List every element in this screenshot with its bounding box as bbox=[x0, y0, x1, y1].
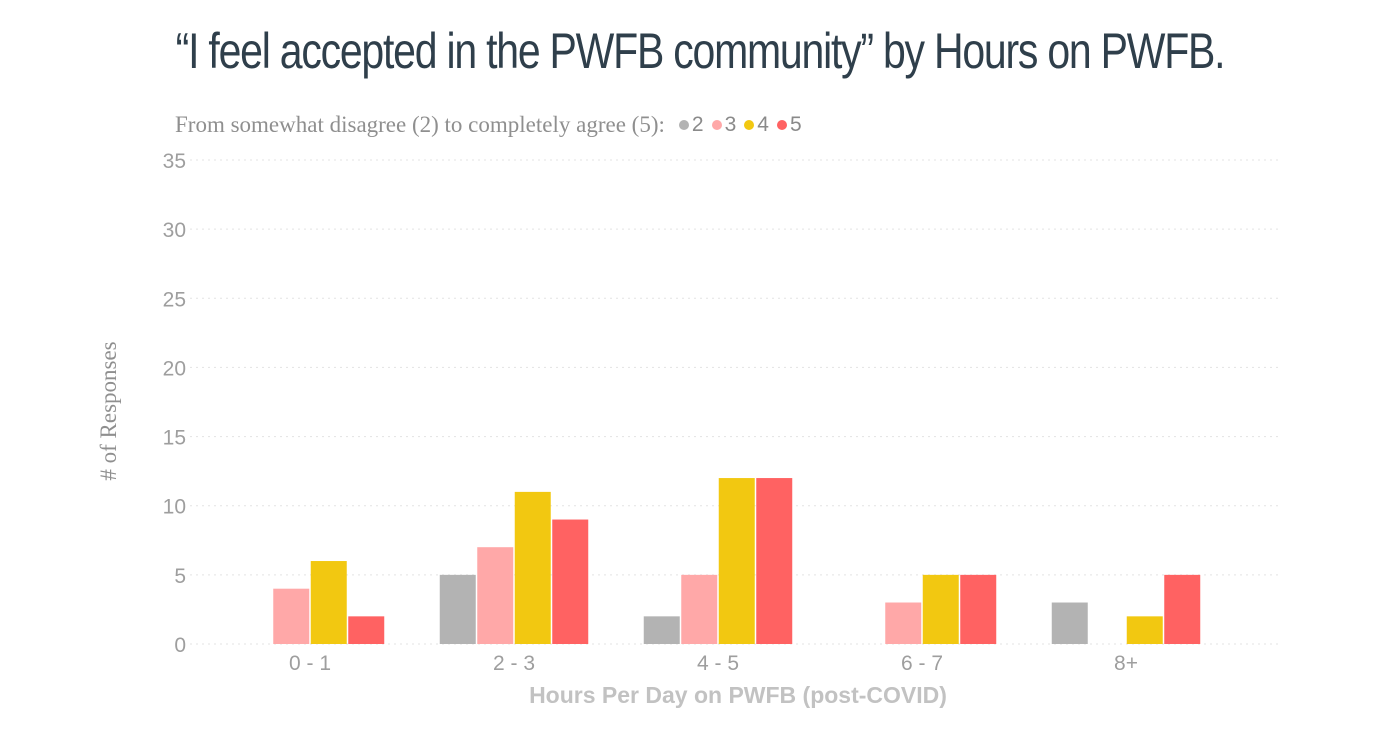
legend-item-5[interactable]: 5 bbox=[776, 113, 802, 137]
y-tick-label: 20 bbox=[163, 357, 186, 380]
y-axis-label: # of Responses bbox=[96, 341, 121, 480]
legend-dot-5 bbox=[776, 120, 787, 130]
y-axis-ticks: 0 5 10 15 20 25 30 35 bbox=[163, 150, 186, 657]
x-tick-label: 6 - 7 bbox=[901, 652, 943, 675]
bar-5-2[interactable] bbox=[756, 478, 793, 644]
y-tick-label: 10 bbox=[163, 496, 186, 519]
legend: From somewhat disagree (2) to completely… bbox=[175, 110, 810, 140]
x-axis-ticks: 0 - 1 2 - 3 4 - 5 6 - 7 8+ bbox=[289, 652, 1138, 675]
bar-2-2[interactable] bbox=[643, 616, 680, 644]
x-axis-label: Hours Per Day on PWFB (post-COVID) bbox=[529, 682, 947, 708]
x-tick-label: 8+ bbox=[1114, 652, 1138, 675]
bar-4-4[interactable] bbox=[1126, 616, 1163, 644]
legend-label-3: 3 bbox=[724, 113, 737, 136]
bar-3-1[interactable] bbox=[477, 547, 514, 644]
legend-item-4[interactable]: 4 bbox=[744, 113, 769, 137]
bar-3-2[interactable] bbox=[681, 574, 718, 644]
bar-4-0[interactable] bbox=[310, 561, 347, 644]
x-tick-label: 0 - 1 bbox=[289, 652, 331, 675]
bar-3-3[interactable] bbox=[885, 602, 922, 644]
legend-label-4: 4 bbox=[757, 113, 769, 136]
x-tick-label: 4 - 5 bbox=[697, 652, 739, 675]
legend-dot-4 bbox=[744, 120, 755, 130]
bar-4-1[interactable] bbox=[514, 491, 551, 644]
bar-2-4[interactable] bbox=[1051, 602, 1088, 644]
bar-3-0[interactable] bbox=[273, 588, 310, 644]
chart-title: “I feel accepted in the PWFB community” … bbox=[175, 23, 1226, 79]
legend-dot-2 bbox=[678, 120, 689, 130]
bars bbox=[273, 478, 1201, 644]
legend-item-2[interactable]: 2 bbox=[678, 113, 704, 137]
y-tick-label: 15 bbox=[163, 427, 186, 450]
bar-5-1[interactable] bbox=[552, 519, 589, 644]
bar-4-2[interactable] bbox=[718, 478, 755, 644]
y-tick-label: 5 bbox=[174, 565, 186, 588]
bar-5-4[interactable] bbox=[1164, 574, 1201, 644]
y-tick-label: 30 bbox=[163, 219, 186, 242]
legend-label-2: 2 bbox=[691, 113, 704, 136]
legend-intro: From somewhat disagree (2) to completely… bbox=[175, 112, 665, 137]
x-tick-label: 2 - 3 bbox=[493, 652, 535, 675]
bar-2-1[interactable] bbox=[439, 574, 476, 644]
bar-5-0[interactable] bbox=[348, 616, 385, 644]
y-tick-label: 0 bbox=[174, 634, 186, 657]
y-tick-label: 25 bbox=[163, 288, 186, 311]
y-tick-label: 35 bbox=[163, 150, 186, 173]
legend-dot-3 bbox=[711, 120, 722, 130]
legend-label-5: 5 bbox=[789, 113, 802, 136]
legend-item-3[interactable]: 3 bbox=[711, 113, 737, 137]
bar-5-3[interactable] bbox=[960, 574, 997, 644]
bar-4-3[interactable] bbox=[922, 574, 959, 644]
